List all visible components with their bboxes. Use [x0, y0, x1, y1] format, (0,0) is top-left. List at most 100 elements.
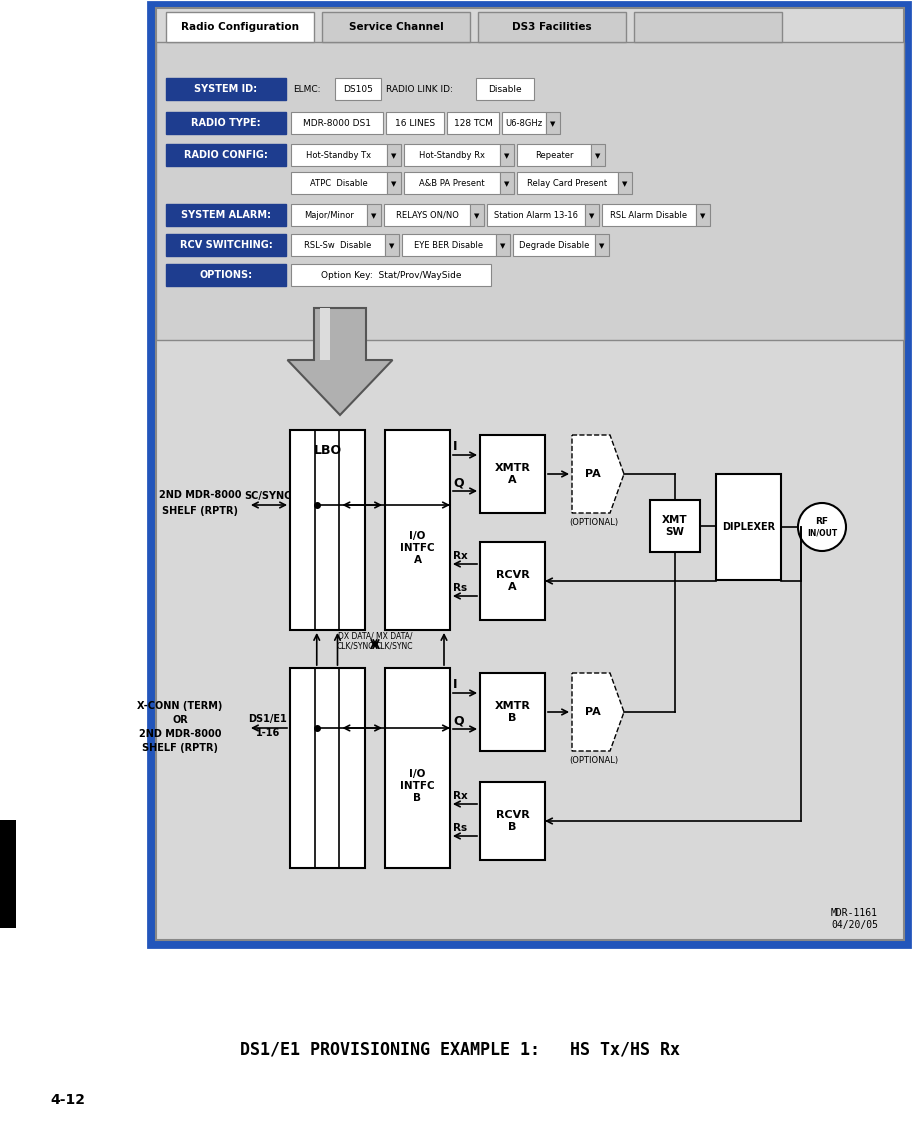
- Text: DS1/E1 PROVISIONING EXAMPLE 1:   HS Tx/HS Rx: DS1/E1 PROVISIONING EXAMPLE 1: HS Tx/HS …: [240, 1041, 679, 1059]
- Bar: [499, 172, 514, 194]
- Bar: [165, 144, 286, 166]
- Text: LBO: LBO: [313, 444, 341, 456]
- Text: 2ND MDR-8000: 2ND MDR-8000: [159, 490, 241, 500]
- Text: 2ND MDR-8000: 2ND MDR-8000: [139, 729, 221, 739]
- Text: RADIO TYPE:: RADIO TYPE:: [191, 118, 260, 128]
- Bar: [480, 673, 544, 751]
- Bar: [499, 144, 514, 166]
- Text: Station Alarm 13-16: Station Alarm 13-16: [494, 211, 577, 220]
- Text: OR: OR: [172, 715, 187, 725]
- Bar: [165, 264, 286, 286]
- Text: Option Key:  Stat/Prov/WaySide: Option Key: Stat/Prov/WaySide: [321, 270, 460, 279]
- Bar: [545, 112, 560, 134]
- Text: RCVR
B: RCVR B: [495, 810, 528, 832]
- Text: EYE BER Disable: EYE BER Disable: [414, 241, 483, 250]
- Bar: [290, 172, 387, 194]
- Bar: [335, 78, 380, 100]
- Bar: [384, 668, 449, 868]
- Text: XMT
SW: XMT SW: [662, 515, 687, 536]
- Text: Repeater: Repeater: [534, 151, 573, 160]
- Bar: [384, 431, 449, 630]
- Bar: [383, 204, 470, 227]
- Bar: [387, 144, 401, 166]
- Text: ▼: ▼: [699, 213, 705, 219]
- Text: 128 TCM: 128 TCM: [453, 119, 492, 128]
- Text: DS105: DS105: [343, 85, 372, 94]
- Text: X-CONN (TERM): X-CONN (TERM): [137, 701, 222, 711]
- Bar: [470, 204, 483, 227]
- Bar: [584, 204, 598, 227]
- Bar: [478, 12, 625, 42]
- Text: XMTR
B: XMTR B: [494, 701, 530, 722]
- Bar: [367, 204, 380, 227]
- Text: RADIO LINK ID:: RADIO LINK ID:: [386, 85, 452, 94]
- Bar: [290, 204, 367, 227]
- Text: 16 LINES: 16 LINES: [394, 119, 435, 128]
- Text: Rs: Rs: [452, 583, 467, 593]
- Polygon shape: [572, 673, 623, 751]
- Text: U6-8GHz: U6-8GHz: [505, 119, 542, 128]
- Text: ▼: ▼: [474, 213, 479, 219]
- Bar: [618, 172, 631, 194]
- Bar: [290, 264, 491, 286]
- Bar: [386, 112, 444, 134]
- Bar: [156, 8, 903, 940]
- Text: 1-16: 1-16: [255, 728, 279, 738]
- Text: I/O
INTFC
B: I/O INTFC B: [400, 770, 435, 802]
- Text: ELMC:: ELMC:: [292, 85, 320, 94]
- Text: RF: RF: [814, 517, 828, 526]
- Bar: [475, 78, 533, 100]
- Text: (OPTIONAL): (OPTIONAL): [569, 518, 618, 527]
- Bar: [696, 204, 709, 227]
- Text: ATPC  Disable: ATPC Disable: [310, 179, 368, 188]
- Text: ▼: ▼: [500, 243, 505, 249]
- Bar: [403, 144, 499, 166]
- Bar: [165, 112, 286, 134]
- Bar: [156, 42, 903, 340]
- Bar: [322, 12, 470, 42]
- Text: ▼: ▼: [589, 213, 594, 219]
- Bar: [516, 172, 618, 194]
- Bar: [595, 234, 608, 256]
- Text: Disable: Disable: [488, 85, 521, 94]
- Text: MDR-8000 DS1: MDR-8000 DS1: [302, 119, 370, 128]
- Bar: [513, 234, 595, 256]
- Bar: [290, 144, 387, 166]
- Bar: [148, 2, 909, 947]
- Text: Rs: Rs: [452, 823, 467, 833]
- Text: ▼: ▼: [595, 153, 600, 159]
- Text: Hot-Standby Rx: Hot-Standby Rx: [418, 151, 484, 160]
- Text: SYSTEM ID:: SYSTEM ID:: [194, 85, 257, 95]
- Text: SHELF (RPTR): SHELF (RPTR): [162, 506, 238, 516]
- Polygon shape: [287, 308, 392, 415]
- Bar: [633, 12, 781, 42]
- Text: RCVR
A: RCVR A: [495, 570, 528, 592]
- Text: DX DATA/: DX DATA/: [338, 631, 374, 640]
- Bar: [165, 12, 313, 42]
- Text: Rx: Rx: [452, 791, 467, 801]
- Text: DIPLEXER: DIPLEXER: [721, 522, 774, 532]
- Text: OPTIONS:: OPTIONS:: [199, 270, 253, 281]
- Bar: [480, 435, 544, 513]
- Bar: [290, 112, 382, 134]
- Bar: [165, 204, 286, 227]
- Text: DS1/E1: DS1/E1: [248, 715, 287, 724]
- Bar: [715, 474, 780, 580]
- Bar: [495, 234, 509, 256]
- Bar: [165, 234, 286, 256]
- Text: ▼: ▼: [371, 213, 376, 219]
- Text: ▼: ▼: [504, 153, 509, 159]
- Text: SHELF (RPTR): SHELF (RPTR): [142, 743, 218, 753]
- Text: DS3 Facilities: DS3 Facilities: [512, 23, 591, 33]
- Text: MX DATA/: MX DATA/: [376, 631, 412, 640]
- Bar: [403, 172, 499, 194]
- Text: CLK/SYNC: CLK/SYNC: [376, 641, 413, 650]
- Text: Degrade Disable: Degrade Disable: [518, 241, 588, 250]
- Text: RSL-Sw  Disable: RSL-Sw Disable: [304, 241, 371, 250]
- Text: Rx: Rx: [452, 551, 467, 561]
- Text: Radio Configuration: Radio Configuration: [181, 23, 299, 33]
- Text: ▼: ▼: [550, 121, 555, 127]
- Polygon shape: [320, 308, 330, 360]
- Text: XMTR
A: XMTR A: [494, 463, 530, 485]
- Text: PA: PA: [584, 469, 600, 479]
